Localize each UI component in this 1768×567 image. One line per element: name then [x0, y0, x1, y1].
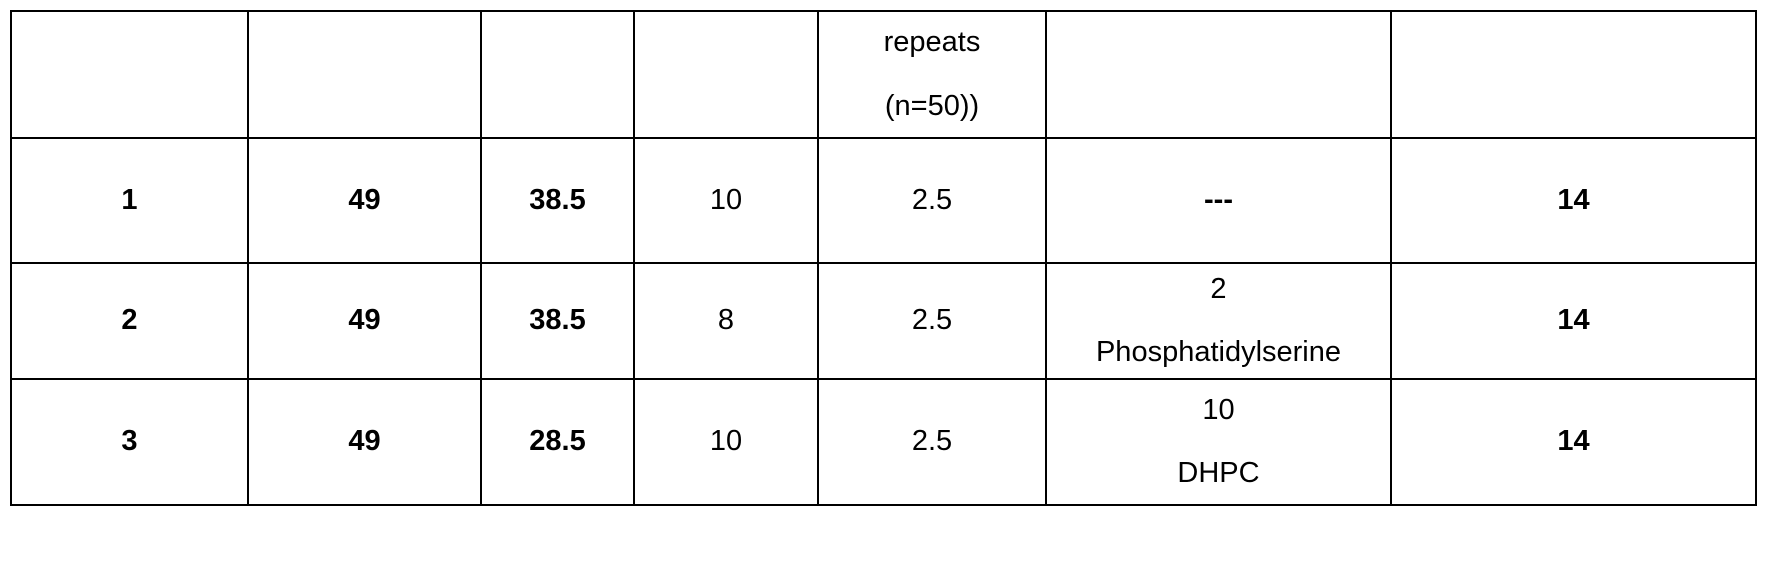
- header-cell-repeats: repeats (n=50)): [818, 11, 1046, 138]
- cell-text-line: 49: [253, 421, 476, 462]
- cell-text-line: ---: [1051, 180, 1386, 221]
- table-row: 2 49 38.5 8 2.5 2 Phosphatidylserine 14: [11, 263, 1756, 379]
- page-root: repeats (n=50)) 1 49 38.5 10 2.5 --- 14 2…: [0, 0, 1768, 567]
- row-2-cell-3: 38.5: [481, 263, 634, 379]
- row-2-cell-6: 2 Phosphatidylserine: [1046, 263, 1391, 379]
- row-2-cell-2: 49: [248, 263, 481, 379]
- row-1-cell-4: 10: [634, 138, 818, 263]
- row-2-cell-4: 8: [634, 263, 818, 379]
- cell-text-line: 2.5: [823, 300, 1041, 341]
- row-1-cell-5: 2.5: [818, 138, 1046, 263]
- cell-text-line: DHPC: [1051, 453, 1386, 494]
- cell-text-line: 38.5: [486, 300, 629, 341]
- row-1-cell-7: 14: [1391, 138, 1756, 263]
- row-1-cell-3: 38.5: [481, 138, 634, 263]
- cell-text-line: 14: [1396, 300, 1751, 341]
- cell-text-line: 2: [16, 300, 243, 341]
- row-3-cell-5: 2.5: [818, 379, 1046, 505]
- row-3-cell-1: 3: [11, 379, 248, 505]
- cell-text-line: 49: [253, 300, 476, 341]
- cell-text-line: 38.5: [486, 180, 629, 221]
- cell-text-line: Phosphatidylserine: [1051, 332, 1386, 373]
- header-cell-1: [11, 11, 248, 138]
- cell-text-line: 28.5: [486, 421, 629, 462]
- row-2-cell-1: 2: [11, 263, 248, 379]
- row-1-cell-6: ---: [1046, 138, 1391, 263]
- row-3-cell-3: 28.5: [481, 379, 634, 505]
- cell-text-line: 3: [16, 421, 243, 462]
- row-3-cell-2: 49: [248, 379, 481, 505]
- row-2-cell-7: 14: [1391, 263, 1756, 379]
- cell-text-line: 10: [1051, 390, 1386, 431]
- header-cell-7: [1391, 11, 1756, 138]
- cell-text-line: 10: [639, 180, 813, 221]
- cell-text-line: 2.5: [823, 180, 1041, 221]
- row-3-cell-6: 10 DHPC: [1046, 379, 1391, 505]
- row-3-cell-4: 10: [634, 379, 818, 505]
- table-row: 1 49 38.5 10 2.5 --- 14: [11, 138, 1756, 263]
- header-cell-2: [248, 11, 481, 138]
- table-header-row: repeats (n=50)): [11, 11, 1756, 138]
- row-1-cell-2: 49: [248, 138, 481, 263]
- cell-text-line: 14: [1396, 180, 1751, 221]
- cell-text-line: 2.5: [823, 421, 1041, 462]
- header-cell-6: [1046, 11, 1391, 138]
- row-2-cell-5: 2.5: [818, 263, 1046, 379]
- cell-text-line: repeats: [823, 22, 1041, 63]
- row-1-cell-1: 1: [11, 138, 248, 263]
- cell-text-line: 10: [639, 421, 813, 462]
- cell-text-line: 2: [1051, 269, 1386, 310]
- formulation-table: repeats (n=50)) 1 49 38.5 10 2.5 --- 14 2…: [10, 10, 1757, 506]
- cell-text-line: 8: [639, 300, 813, 341]
- table-row: 3 49 28.5 10 2.5 10 DHPC 14: [11, 379, 1756, 505]
- cell-text-line: 1: [16, 180, 243, 221]
- table-body: repeats (n=50)) 1 49 38.5 10 2.5 --- 14 2…: [11, 11, 1756, 505]
- cell-text-line: 49: [253, 180, 476, 221]
- cell-text-line: (n=50)): [823, 86, 1041, 127]
- row-3-cell-7: 14: [1391, 379, 1756, 505]
- header-cell-4: [634, 11, 818, 138]
- cell-text-line: 14: [1396, 421, 1751, 462]
- header-cell-3: [481, 11, 634, 138]
